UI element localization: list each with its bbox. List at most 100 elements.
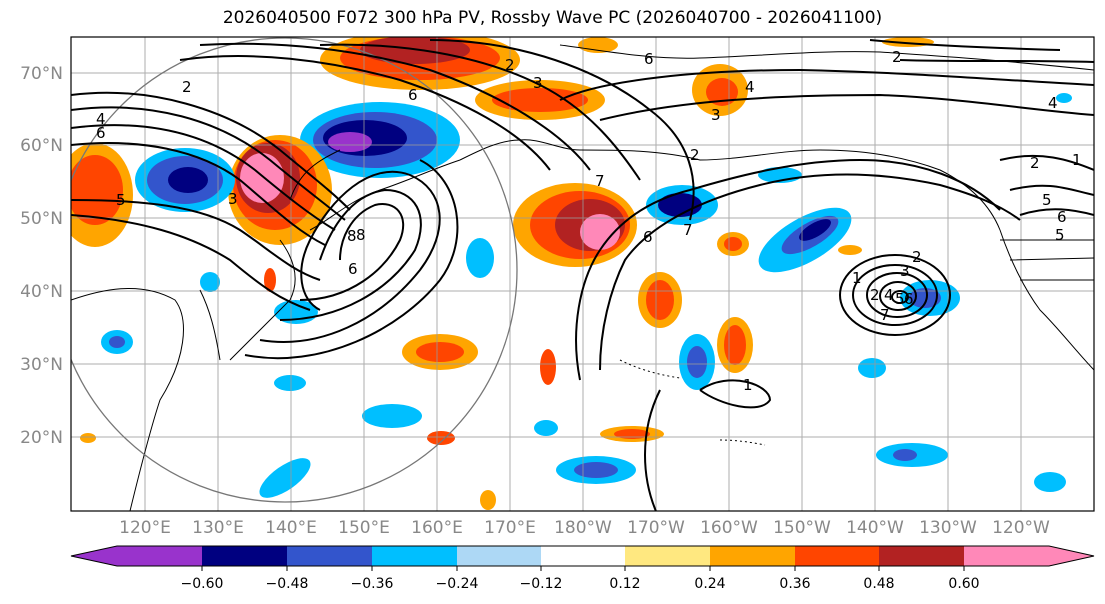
neg-anomaly-blob — [893, 449, 917, 461]
contour-label: 8 — [347, 227, 357, 245]
contour-label: 2 — [1030, 154, 1040, 172]
colorbar-segment — [879, 546, 964, 566]
colorbar: −0.60 −0.48 −0.36 −0.24 −0.12 0.12 0.24 … — [70, 545, 1095, 592]
neg-anomaly-blob — [328, 132, 372, 152]
colorbar-extend-high — [1049, 546, 1094, 566]
colorbar-segment — [202, 546, 287, 566]
colorbar-label: −0.48 — [266, 576, 309, 592]
lon-label-160w: 160°W — [700, 518, 758, 538]
contour-label: 1 — [743, 376, 753, 394]
contour-label: 1 — [1072, 151, 1082, 169]
contour-label: 4 — [1048, 94, 1058, 112]
contour-label: 7 — [595, 172, 605, 190]
lon-label-170e: 170°E — [484, 518, 536, 538]
lon-label-150e: 150°E — [338, 518, 390, 538]
neg-anomaly-blob — [200, 272, 220, 292]
lat-label-30n: 30°N — [20, 355, 63, 375]
pos-anomaly-blob — [416, 342, 464, 362]
pos-anomaly-blob — [580, 214, 620, 250]
neg-anomaly-blob — [687, 346, 707, 378]
colorbar-label: 0.24 — [694, 576, 725, 592]
contour-label: 5 — [1042, 191, 1052, 209]
contour-label: 2 — [505, 56, 515, 74]
neg-anomaly-blob — [858, 358, 886, 378]
lon-label-140e: 140°E — [265, 518, 317, 538]
colorbar-segment — [795, 546, 879, 566]
map-frame — [70, 36, 1095, 512]
colorbar-segment — [117, 546, 202, 566]
lat-label-20n: 20°N — [20, 428, 63, 448]
pos-anomaly-blob — [71, 155, 123, 225]
pos-anomaly-blob — [80, 433, 96, 443]
contour-label: 6 — [904, 290, 914, 308]
contour-label: 4 — [884, 286, 894, 304]
pos-anomaly-blob — [492, 88, 588, 112]
neg-anomaly-blob — [362, 404, 422, 428]
neg-anomaly-blob — [909, 288, 941, 308]
lon-label-130e: 130°E — [192, 518, 244, 538]
lon-label-160e: 160°E — [411, 518, 463, 538]
colorbar-label: −0.24 — [436, 576, 479, 592]
pos-anomaly-blob — [706, 78, 738, 106]
colorbar-label: −0.60 — [181, 576, 224, 592]
contour-label: 6 — [348, 260, 358, 278]
pos-anomaly-blob — [724, 325, 746, 365]
pos-anomaly-blob — [480, 490, 496, 510]
pos-anomaly-blob — [360, 37, 470, 64]
neg-anomaly-blob — [274, 375, 306, 391]
contour-label: 5 — [895, 290, 905, 308]
colorbar-label: −0.12 — [520, 576, 563, 592]
pos-anomaly-blob — [540, 349, 556, 385]
contour-label: 8 — [356, 226, 366, 244]
neg-anomaly-blob — [466, 238, 494, 278]
neg-anomaly-blob — [574, 462, 618, 478]
pos-anomaly-blob — [240, 153, 284, 203]
colorbar-label: 0.60 — [948, 576, 979, 592]
lat-label-50n: 50°N — [20, 209, 63, 229]
lat-label-60n: 60°N — [20, 136, 63, 156]
contour-label: 2 — [870, 286, 880, 304]
pos-anomaly-blob — [724, 237, 742, 251]
colorbar-label: 0.12 — [609, 576, 640, 592]
neg-anomaly-blob — [168, 167, 208, 193]
lon-label-140w: 140°W — [846, 518, 904, 538]
colorbar-segment — [964, 546, 1049, 566]
contour-label: 5 — [1055, 226, 1065, 244]
contour-label: 6 — [1057, 208, 1067, 226]
neg-anomaly-blob — [658, 193, 702, 217]
map-title: 2026040500 F072 300 hPa PV, Rossby Wave … — [222, 8, 883, 28]
gridlines — [71, 37, 1094, 511]
contour-labels: 2 4 6 8 2 3 6 2 3 4 2 6 3 1 2 4 5 6 8 7 … — [96, 48, 1082, 394]
contour-label: 4 — [745, 78, 755, 96]
reference-circle — [71, 37, 518, 503]
colorbar-segment — [372, 546, 457, 566]
colorbar-segment — [625, 546, 710, 566]
lon-label-120e: 120°E — [119, 518, 171, 538]
colorbar-ticks — [201, 566, 965, 571]
colorbar-segment — [287, 546, 372, 566]
contour-label: 2 — [912, 248, 922, 266]
colorbar-segment — [710, 546, 795, 566]
colorbar-outline — [70, 545, 1095, 567]
contour-label: 2 — [892, 48, 902, 66]
contour-label: 6 — [408, 86, 418, 104]
neg-anomaly-blob — [259, 458, 311, 498]
contour-label: 6 — [96, 124, 106, 142]
contour-label: 1 — [852, 269, 862, 287]
pos-anomaly-blob — [838, 245, 862, 255]
contour-label: 5 — [116, 191, 126, 209]
latitude-labels: 70°N 60°N 50°N 40°N 30°N 20°N — [20, 64, 63, 448]
lat-label-70n: 70°N — [20, 64, 63, 84]
contour-label: 7 — [880, 306, 890, 324]
pv-contours — [71, 39, 1094, 511]
contour-label: 3 — [900, 262, 910, 280]
lon-label-120w: 120°W — [992, 518, 1050, 538]
lon-label-170w: 170°W — [627, 518, 685, 538]
contour-label: 3 — [228, 190, 238, 208]
lon-label-180w: 180°W — [554, 518, 612, 538]
contour-label: 6 — [644, 50, 654, 68]
contour-label: 2 — [690, 146, 700, 164]
colorbar-extend-low — [71, 546, 117, 566]
contour-label: 7 — [683, 221, 693, 239]
